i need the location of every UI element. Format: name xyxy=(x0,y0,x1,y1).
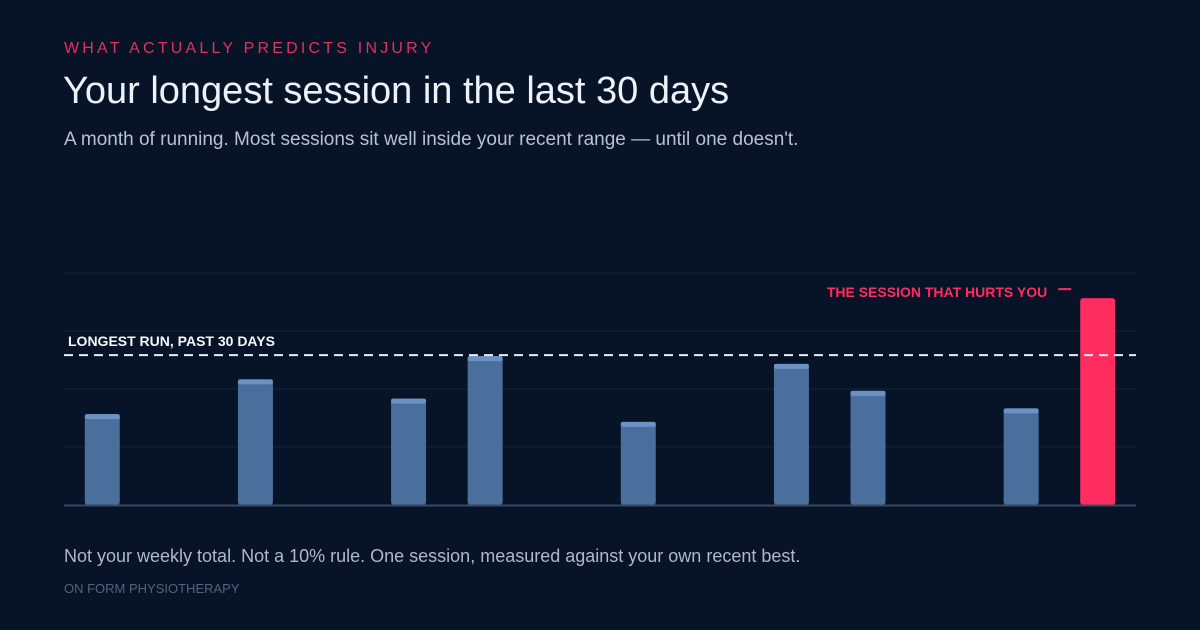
eyebrow-label: WHAT ACTUALLY PREDICTS INJURY xyxy=(64,40,435,57)
bar-cap xyxy=(467,356,503,362)
session-bar xyxy=(850,390,886,505)
highlight-bar-body xyxy=(1080,298,1116,505)
session-bar xyxy=(467,356,503,505)
bar-body xyxy=(1003,408,1039,505)
page-subtitle: A month of running. Most sessions sit we… xyxy=(64,129,799,150)
bar-body xyxy=(467,356,503,505)
footer-note: Not your weekly total. Not a 10% rule. O… xyxy=(64,546,801,566)
bar-body xyxy=(620,421,656,505)
reference-line-label: LONGEST RUN, PAST 30 DAYS xyxy=(68,333,275,349)
bar-cap xyxy=(620,421,656,427)
session-bar xyxy=(773,363,809,505)
session-bar xyxy=(237,379,273,505)
session-bar xyxy=(1003,408,1039,505)
highlight-bar xyxy=(1080,298,1116,505)
bar-cap xyxy=(773,363,809,369)
brand-name: ON FORM PHYSIOTHERAPY xyxy=(64,581,240,596)
bar-cap xyxy=(1003,408,1039,414)
bar-body xyxy=(773,363,809,505)
bar-cap xyxy=(237,379,273,385)
bar-cap xyxy=(850,390,886,396)
bars xyxy=(84,298,1116,505)
session-bar xyxy=(620,421,656,505)
session-bar xyxy=(84,414,120,505)
highlight-callout-label: THE SESSION THAT HURTS YOU xyxy=(827,284,1047,300)
session-bar xyxy=(391,398,427,505)
bar-body xyxy=(850,390,886,505)
bar-cap xyxy=(84,414,120,420)
page-title: Your longest session in the last 30 days xyxy=(63,70,730,112)
bar-body xyxy=(391,398,427,505)
bar-cap xyxy=(391,398,427,404)
bar-body xyxy=(84,414,120,505)
bar-body xyxy=(237,379,273,505)
